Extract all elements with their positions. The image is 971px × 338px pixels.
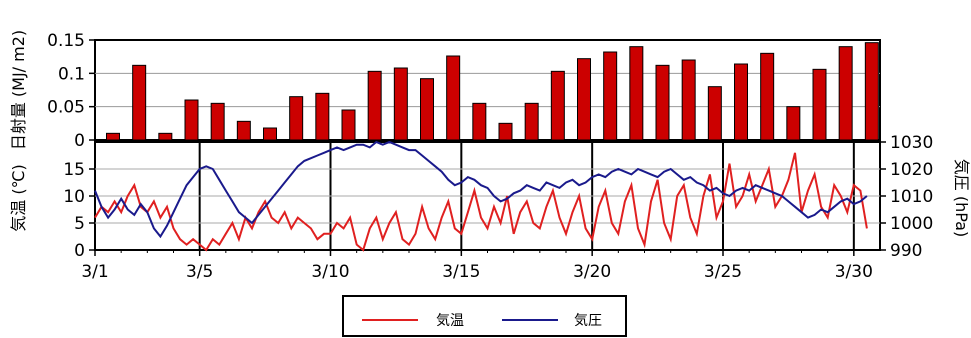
pressure-y-ticks: 990 1000 1010 1020 1030 — [880, 133, 933, 261]
temperature-line — [94, 152, 868, 252]
radiation-tick-label: 0.15 — [47, 31, 85, 51]
legend-box — [342, 295, 627, 337]
radiation-bar — [158, 132, 173, 141]
radiation-bar — [498, 122, 513, 141]
radiation-bar — [550, 70, 565, 141]
temperature-tick-label: 10 — [63, 187, 85, 207]
radiation-bar — [812, 68, 827, 141]
radiation-axis-title: 日射量 (MJ/ m2) — [9, 30, 28, 150]
pressure-tick-label: 1030 — [890, 133, 933, 153]
radiation-bar — [367, 70, 382, 141]
radiation-tick-label: 0.1 — [58, 64, 85, 84]
radiation-bar — [106, 132, 120, 141]
temperature-tick-label: 5 — [74, 214, 85, 234]
radiation-bar — [393, 67, 408, 141]
radiation-bar — [786, 106, 801, 141]
radiation-bar — [655, 64, 670, 141]
temperature-axis-title: 気温 (℃) — [9, 164, 28, 232]
radiation-tick-label: 0 — [74, 131, 85, 151]
radiation-bar — [132, 64, 147, 141]
radiation-bar — [446, 55, 461, 141]
radiation-bar — [629, 46, 644, 141]
radiation-bar — [838, 46, 853, 141]
radiation-bar — [734, 63, 748, 141]
pressure-tick-label: 1010 — [890, 187, 933, 207]
radiation-bar — [236, 120, 251, 141]
pressure-line — [94, 140, 868, 239]
radiation-tick-label: 0.05 — [47, 98, 85, 118]
radiation-panel: 0 0.05 0.1 0.15 日射量 (MJ/ m2) — [9, 30, 881, 151]
temperature-tick-label: 0 — [74, 241, 85, 261]
temperature-tick-label: 15 — [63, 160, 85, 180]
line-horizontal-gridlines — [95, 168, 880, 224]
date-tick-label: 3/1 — [81, 262, 108, 282]
radiation-bar — [707, 86, 722, 141]
date-tick-label: 3/30 — [835, 262, 873, 282]
radiation-plot-area — [94, 39, 881, 141]
temperature-y-ticks: 0 5 10 15 — [63, 160, 95, 261]
radiation-bars — [106, 42, 879, 141]
legend-temperature-label: 気温 — [436, 313, 464, 329]
radiation-y-ticks: 0 0.05 0.1 0.15 — [47, 31, 95, 151]
radiation-bar — [524, 102, 539, 141]
pressure-tick-label: 1020 — [890, 160, 933, 180]
date-tick-label: 3/25 — [704, 262, 742, 282]
radiation-bar — [577, 58, 591, 141]
legend: 気温 気圧 — [342, 295, 627, 337]
radiation-bar — [420, 78, 434, 141]
pressure-axis-title: 気圧 (hPa) — [952, 159, 971, 237]
date-tick-label: 3/15 — [442, 262, 480, 282]
date-tick-label: 3/5 — [186, 262, 213, 282]
radiation-bar — [603, 51, 618, 141]
radiation-bar — [760, 52, 775, 141]
radiation-gridlines — [95, 72, 880, 108]
date-tick-label: 3/10 — [311, 262, 349, 282]
radiation-bar — [864, 42, 879, 141]
radiation-bar — [472, 102, 487, 141]
radiation-bar — [289, 96, 304, 141]
date-tick-label: 3/20 — [573, 262, 611, 282]
radiation-bar — [210, 102, 225, 141]
radiation-bar — [184, 99, 199, 141]
pressure-tick-label: 990 — [890, 241, 922, 261]
radiation-bar — [681, 59, 696, 141]
radiation-bar — [341, 109, 356, 141]
date-x-ticks: 3/1 3/5 3/10 3/15 3/20 3/25 3/30 — [81, 250, 873, 282]
legend-pressure-label: 気圧 — [574, 313, 602, 329]
radiation-bar — [315, 92, 330, 141]
pressure-tick-label: 1000 — [890, 214, 933, 234]
radiation-bar — [263, 127, 277, 141]
